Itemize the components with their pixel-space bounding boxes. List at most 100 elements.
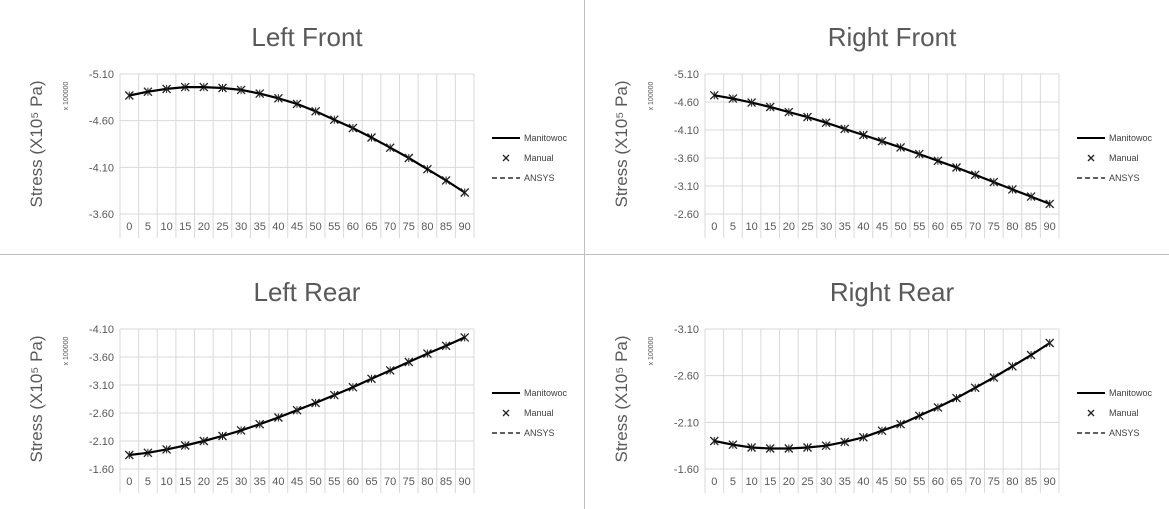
x-tick-label: 90: [459, 476, 471, 488]
x-tick-label: 55: [328, 476, 340, 488]
y-axis-label: Stress (X10⁵ Pa): [27, 80, 46, 207]
legend-label-manitowoc: Manitowoc: [524, 133, 568, 143]
legend-swatch-manual: [1087, 409, 1095, 417]
x-tick-label: 25: [801, 476, 813, 488]
data-point-manual: [404, 153, 414, 163]
x-tick-label: 75: [988, 476, 1000, 488]
data-point-manual: [709, 436, 719, 446]
x-tick-label: 35: [254, 476, 266, 488]
x-tick-label: 45: [876, 476, 888, 488]
y-tick-label: -1.60: [89, 464, 114, 476]
x-tick-label: 45: [291, 221, 303, 233]
x-tick-label: 0: [126, 476, 132, 488]
x-tick-label: 60: [932, 221, 944, 233]
data-point-manual: [273, 93, 283, 103]
y-tick-label: -2.60: [674, 209, 699, 221]
x-tick-label: 30: [820, 476, 832, 488]
data-point-manual: [460, 332, 470, 342]
y-tick-label: -1.60: [674, 464, 699, 476]
x-tick-label: 40: [272, 476, 284, 488]
x-tick-label: 75: [403, 221, 415, 233]
x-tick-label: 20: [198, 476, 210, 488]
x-tick-label: 60: [932, 476, 944, 488]
x-tick-label: 25: [801, 221, 813, 233]
x-tick-label: 35: [839, 476, 851, 488]
y-tick-label: -2.10: [89, 436, 114, 448]
y-axis-label: Stress (X10⁵ Pa): [612, 335, 631, 462]
legend-label-manitowoc: Manitowoc: [524, 388, 568, 398]
x-tick-label: 85: [1025, 476, 1037, 488]
data-point-manual: [1026, 192, 1036, 202]
x-tick-label: 70: [384, 221, 396, 233]
legend-label-ansys: ANSYS: [524, 173, 555, 183]
legend-label-ansys: ANSYS: [1109, 173, 1140, 183]
y-tick-label: -4.10: [674, 125, 699, 137]
series-line-manitowoc: [129, 336, 466, 457]
y-tick-label: -4.60: [89, 116, 114, 128]
x-tick-label: 65: [950, 221, 962, 233]
x-tick-label: 65: [365, 221, 377, 233]
y-tick-label: -3.10: [89, 380, 114, 392]
data-point-manual: [348, 123, 358, 133]
series-line-ansys: [714, 342, 1051, 450]
y-axis-label: Stress (X10⁵ Pa): [612, 80, 631, 207]
x-tick-label: 35: [254, 221, 266, 233]
x-tick-label: 40: [857, 476, 869, 488]
series-line-ansys: [714, 94, 1050, 205]
x-tick-label: 20: [783, 221, 795, 233]
x-tick-label: 85: [440, 221, 452, 233]
y-tick-label: -2.60: [674, 371, 699, 383]
x-tick-label: 15: [764, 476, 776, 488]
x-tick-label: 0: [711, 476, 717, 488]
chart-svg: Right Rear Stress (X10⁵ Pa) x 100000 -3.10 -…: [612, 277, 1153, 493]
data-point-manual: [896, 419, 906, 429]
x-tick-label: 70: [969, 221, 981, 233]
x-tick-label: 90: [1044, 476, 1056, 488]
x-tick-label: 10: [160, 221, 172, 233]
x-tick-label: 20: [198, 221, 210, 233]
legend-label-manual: Manual: [524, 153, 554, 163]
y-tick-label: -2.10: [674, 417, 699, 429]
x-tick-label: 85: [1025, 221, 1037, 233]
chart-title: Left Rear: [254, 277, 361, 307]
x-tick-label: 75: [988, 221, 1000, 233]
x-tick-label: 60: [347, 476, 359, 488]
data-point-manual: [747, 443, 757, 452]
data-point-manual: [952, 163, 961, 172]
x-tick-label: 15: [179, 476, 191, 488]
x-tick-label: 55: [913, 476, 925, 488]
x-tick-label: 80: [1006, 476, 1018, 488]
chart-svg: Left Rear Stress (X10⁵ Pa) x 100000 -4.10 -3…: [27, 277, 568, 493]
x-tick-label: 65: [950, 476, 962, 488]
x-tick-label: 5: [730, 221, 736, 233]
data-point-manual: [877, 136, 887, 146]
y-tick-label: -5.10: [674, 69, 699, 81]
x-tick-label: 30: [235, 221, 247, 233]
x-tick-label: 40: [272, 221, 284, 233]
x-tick-label: 50: [895, 221, 907, 233]
x-tick-label: 80: [1006, 221, 1018, 233]
x-tick-label: 50: [895, 476, 907, 488]
x-tick-label: 75: [403, 476, 415, 488]
series-line-ansys: [129, 86, 466, 194]
x-tick-label: 55: [913, 221, 925, 233]
x-tick-label: 90: [1044, 221, 1056, 233]
y-tick-label: -4.10: [89, 162, 114, 174]
x-tick-label: 65: [365, 476, 377, 488]
y-tick-label: -3.10: [674, 181, 699, 193]
series-line-ansys: [129, 336, 465, 456]
y-tick-label: -3.60: [674, 153, 699, 165]
legend-label-manual: Manual: [1109, 153, 1139, 163]
data-point-manual: [292, 405, 302, 415]
x-tick-label: 45: [291, 476, 303, 488]
x-tick-label: 45: [876, 221, 888, 233]
legend-label-ansys: ANSYS: [524, 428, 555, 438]
x-tick-label: 5: [145, 221, 151, 233]
y-axis-multiplier: x 100000: [63, 336, 70, 365]
data-point-manual: [162, 84, 172, 94]
x-tick-label: 80: [421, 476, 433, 488]
data-point-manual: [218, 431, 227, 441]
data-point-manual: [840, 124, 850, 134]
x-tick-label: 60: [347, 221, 359, 233]
x-tick-label: 85: [440, 476, 452, 488]
